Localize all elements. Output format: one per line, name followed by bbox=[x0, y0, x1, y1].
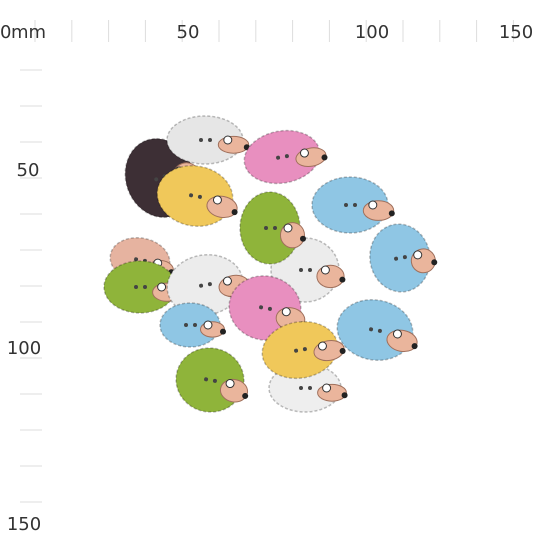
hedgehog-button bbox=[336, 298, 418, 362]
button-eye bbox=[203, 320, 213, 330]
hedgehog-button bbox=[156, 164, 238, 228]
ruler-label: 0 bbox=[0, 22, 11, 43]
button-hole bbox=[302, 347, 307, 352]
button-hole bbox=[353, 203, 357, 207]
button-hole bbox=[184, 323, 188, 327]
button-hole bbox=[212, 378, 217, 383]
hedgehog-button bbox=[103, 260, 183, 314]
button-hole bbox=[189, 193, 194, 198]
button-eye bbox=[322, 383, 332, 393]
button-hole bbox=[402, 255, 407, 260]
ruler-label: 100 bbox=[7, 338, 41, 359]
button-eye bbox=[368, 200, 378, 210]
button-hole bbox=[294, 348, 299, 353]
button-nose bbox=[388, 210, 395, 217]
ruler-label: 150 bbox=[499, 22, 533, 43]
button-hole bbox=[264, 226, 268, 230]
hedgehog-button bbox=[166, 115, 250, 165]
ruler-label: 150 bbox=[7, 514, 41, 533]
button-eye bbox=[225, 379, 235, 389]
button-hole bbox=[267, 306, 272, 311]
hedgehog-button bbox=[243, 129, 328, 185]
button-hole bbox=[377, 328, 382, 333]
button-hole bbox=[344, 203, 348, 207]
button-hole bbox=[394, 256, 399, 261]
button-hole bbox=[259, 305, 264, 310]
button-hole bbox=[308, 386, 312, 390]
button-eye bbox=[281, 307, 291, 317]
button-hole bbox=[299, 386, 303, 390]
button-eye bbox=[283, 223, 293, 233]
button-nose bbox=[339, 348, 346, 355]
button-hole bbox=[154, 177, 159, 182]
button-eye bbox=[413, 250, 423, 260]
button-hole bbox=[273, 226, 277, 230]
ruler-ticks bbox=[20, 20, 514, 503]
button-eye bbox=[212, 195, 222, 205]
button-hole bbox=[193, 323, 197, 327]
button-hole bbox=[207, 282, 212, 287]
button-face bbox=[217, 135, 250, 154]
button-eye bbox=[299, 148, 309, 158]
button-nose bbox=[411, 343, 418, 350]
hedgehog-button bbox=[369, 223, 438, 293]
button-hole bbox=[299, 268, 303, 272]
button-eye bbox=[223, 135, 233, 145]
button-face bbox=[316, 264, 345, 289]
hedgehog-button bbox=[239, 191, 306, 265]
button-nose bbox=[220, 328, 226, 335]
hedgehog-button bbox=[261, 320, 346, 380]
button-hole bbox=[134, 257, 139, 262]
hedgehog-buttons bbox=[103, 115, 438, 413]
button-eye bbox=[320, 265, 330, 275]
ruler-label: 50 bbox=[177, 22, 200, 43]
button-nose bbox=[300, 235, 306, 242]
button-nose bbox=[242, 392, 249, 399]
button-face bbox=[317, 383, 347, 402]
button-hole bbox=[197, 194, 202, 199]
hedgehog-button bbox=[175, 347, 249, 413]
button-hole bbox=[276, 155, 281, 160]
button-nose bbox=[341, 392, 348, 399]
ruler-label: 50 bbox=[17, 160, 40, 181]
button-hole bbox=[199, 283, 204, 288]
button-hole bbox=[308, 268, 312, 272]
button-hole bbox=[199, 138, 203, 142]
button-face bbox=[362, 200, 395, 221]
button-eye bbox=[222, 276, 232, 286]
button-nose bbox=[339, 276, 346, 283]
hedgehog-button bbox=[159, 302, 226, 348]
button-eye bbox=[317, 341, 327, 351]
button-hole bbox=[143, 285, 147, 289]
button-hole bbox=[284, 154, 289, 159]
hedgehog-button bbox=[311, 176, 395, 234]
button-nose bbox=[231, 209, 238, 216]
button-hole bbox=[134, 285, 138, 289]
ruler-label: 100 bbox=[355, 22, 389, 43]
button-eye bbox=[392, 329, 402, 339]
ruler-unit: mm bbox=[11, 22, 46, 43]
button-nose bbox=[321, 154, 328, 161]
button-body bbox=[336, 298, 414, 362]
button-hole bbox=[204, 377, 209, 382]
button-hole bbox=[208, 138, 212, 142]
button-hole bbox=[369, 327, 374, 332]
button-eye bbox=[157, 282, 167, 292]
button-nose bbox=[431, 259, 438, 266]
